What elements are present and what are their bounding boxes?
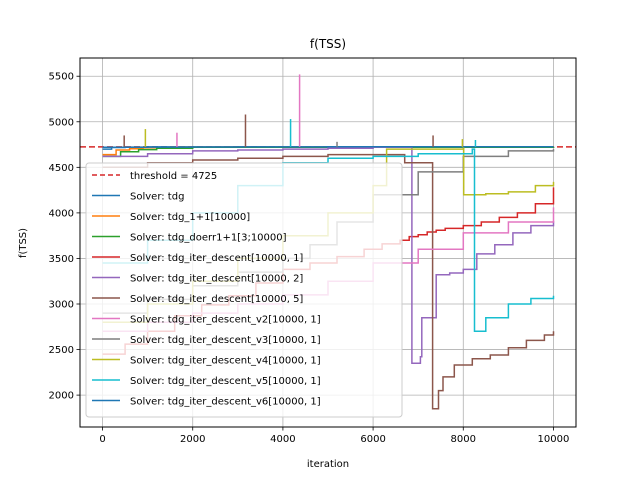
series-line-4	[102, 146, 555, 364]
x-tick-label: 0	[99, 434, 105, 445]
x-axis-label: iteration	[307, 459, 349, 470]
x-tick-label: 8000	[451, 434, 476, 445]
y-tick-label: 5000	[49, 117, 74, 128]
legend-label: Solver: tdg_iter_descent_v6[10000, 1]	[130, 397, 321, 408]
legend-label: Solver: tdg_doerr1+1[3;10000]	[130, 233, 287, 244]
x-tick-label: 10000	[538, 434, 570, 445]
ticks: 0 2000 4000 6000 8000 10000 2000 2500 3000 3500 40…	[49, 72, 570, 445]
y-tick-label: 3500	[49, 254, 74, 265]
y-tick-label: 2000	[49, 391, 74, 402]
y-tick-label: 4500	[49, 163, 74, 174]
y-tick-label: 3000	[49, 300, 74, 311]
legend-label: Solver: tdg_iter_descent[10000, 2]	[130, 274, 303, 285]
legend-box	[85, 162, 403, 418]
series-line-10	[102, 146, 554, 149]
legend-label: Solver: tdg_iter_descent_v3[10000, 1]	[130, 335, 321, 346]
legend-label: Solver: tdg_iter_descent_v4[10000, 1]	[130, 356, 321, 367]
y-axis-label: f(TSS)	[18, 228, 29, 258]
x-tick-label: 4000	[270, 434, 295, 445]
legend-label: threshold = 4725	[130, 171, 217, 182]
x-tick-label: 6000	[360, 434, 385, 445]
legend-label: Solver: tdg_iter_descent_v5[10000, 1]	[130, 376, 321, 387]
legend-label: Solver: tdg	[130, 192, 184, 203]
series-line-5	[102, 153, 555, 410]
x-tick-label: 2000	[180, 434, 205, 445]
legend-label: Solver: tdg_iter_descent[10000, 5]	[130, 294, 303, 305]
legend-label: Solver: tdg_1+1[10000]	[130, 212, 250, 223]
legend: threshold = 4725 Solver: tdg Solver: tdg_1…	[85, 162, 403, 418]
chart-title: f(TSS)	[310, 37, 346, 51]
y-tick-label: 2500	[49, 345, 74, 356]
axes-frame	[79, 57, 577, 428]
legend-label: Solver: tdg_iter_descent_v2[10000, 1]	[130, 315, 321, 326]
legend-label: Solver: tdg_iter_descent[10000, 1]	[130, 253, 303, 264]
y-tick-label: 4000	[49, 208, 74, 219]
y-tick-label: 5500	[49, 72, 74, 83]
